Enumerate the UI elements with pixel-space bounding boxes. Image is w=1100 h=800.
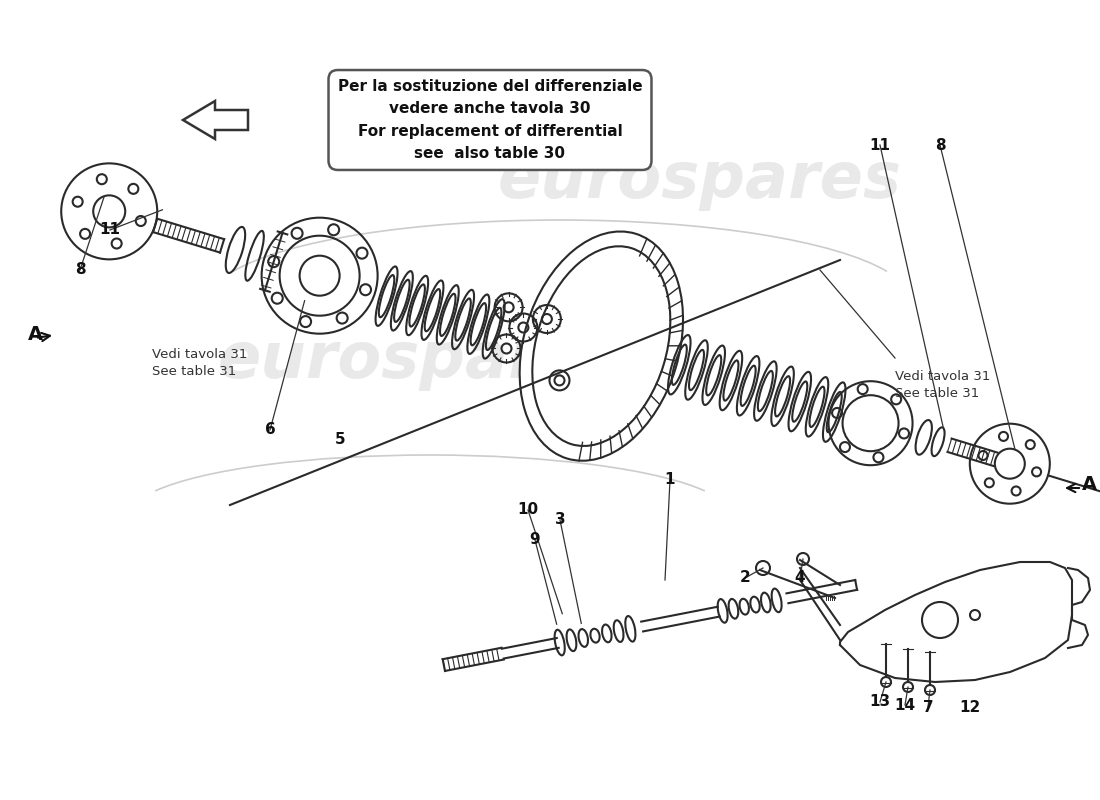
Text: 9: 9 xyxy=(530,533,540,547)
Text: eurospares: eurospares xyxy=(498,149,902,211)
Text: 7: 7 xyxy=(923,699,933,714)
Text: 3: 3 xyxy=(554,513,565,527)
FancyArrow shape xyxy=(183,101,248,139)
Text: 11: 11 xyxy=(99,222,121,238)
Text: 12: 12 xyxy=(959,699,980,714)
Text: 5: 5 xyxy=(334,433,345,447)
Text: 8: 8 xyxy=(75,262,86,278)
Text: A: A xyxy=(1082,475,1097,494)
Text: 11: 11 xyxy=(869,138,891,153)
Text: 10: 10 xyxy=(517,502,539,518)
Text: 14: 14 xyxy=(894,698,915,713)
Text: Per la sostituzione del differenziale
vedere anche tavola 30
For replacement of : Per la sostituzione del differenziale ve… xyxy=(338,79,642,161)
Text: A: A xyxy=(28,325,43,344)
Text: Vedi tavola 31
See table 31: Vedi tavola 31 See table 31 xyxy=(895,370,990,400)
Text: 13: 13 xyxy=(869,694,891,710)
Ellipse shape xyxy=(519,231,683,461)
Text: eurospares: eurospares xyxy=(218,329,622,391)
Text: Vedi tavola 31
See table 31: Vedi tavola 31 See table 31 xyxy=(152,348,248,378)
Text: 6: 6 xyxy=(265,422,275,438)
Text: 8: 8 xyxy=(935,138,945,153)
Text: 2: 2 xyxy=(739,570,750,586)
Text: 1: 1 xyxy=(664,473,675,487)
Text: 4: 4 xyxy=(794,570,805,586)
